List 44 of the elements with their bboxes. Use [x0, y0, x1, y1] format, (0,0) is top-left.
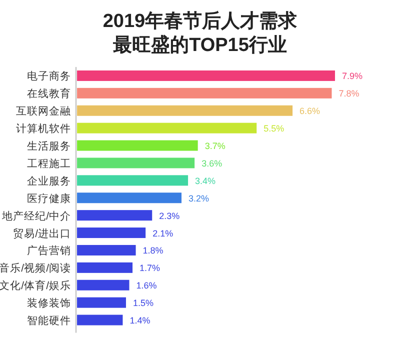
data-label: 1.4%: [130, 316, 150, 326]
data-label: 6.6%: [300, 106, 320, 116]
y-tick-label: 在线教育: [27, 87, 71, 100]
bar: [77, 122, 257, 134]
y-tick-label: 生活服务: [27, 140, 71, 153]
data-label: 3.6%: [202, 158, 222, 168]
bar: [77, 192, 182, 204]
y-tick-label: 地产经纪/中介: [1, 209, 71, 222]
data-label: 2.1%: [152, 228, 174, 238]
data-label: 3.2%: [188, 193, 210, 204]
bar: [77, 210, 152, 221]
data-label: 7.8%: [338, 88, 360, 99]
y-tick-label: 智能硬件: [27, 314, 71, 328]
bar: [77, 70, 335, 81]
data-label: 2.3%: [159, 210, 180, 221]
data-label: 1.6%: [136, 280, 157, 291]
bar: [77, 158, 195, 168]
y-tick-label: 装修装饰: [27, 296, 71, 310]
y-tick-label: 计算机软件: [16, 122, 71, 136]
y-tick-label: 工程施工: [27, 156, 71, 170]
bar: [77, 140, 198, 151]
y-tick-label: 医疗健康: [27, 192, 71, 205]
bar: [77, 244, 136, 256]
y-tick-label: 电子商务: [27, 70, 71, 83]
data-label: 1.7%: [140, 263, 160, 274]
bar: [77, 297, 126, 308]
data-label: 1.8%: [142, 246, 164, 256]
y-tick-label: 企业服务: [27, 174, 71, 188]
bar: [77, 228, 146, 238]
y-tick-label: 互联网金融: [16, 106, 71, 118]
bar: [77, 105, 293, 116]
data-label: 3.7%: [204, 141, 226, 152]
bar: [77, 280, 130, 290]
data-label: 3.4%: [195, 176, 216, 186]
bar: [77, 314, 123, 326]
y-tick-label: 贸易/进出口: [13, 226, 71, 240]
data-label: 5.5%: [264, 124, 284, 134]
data-label: 1.5%: [132, 298, 154, 308]
bar: [77, 88, 332, 98]
data-label: 7.9%: [342, 71, 363, 82]
bar: [77, 175, 188, 186]
y-tick-label: 广告营销: [27, 244, 71, 258]
chart-title: 2019年春节后人才需求最旺盛的TOP15行业: [102, 10, 298, 56]
bar: [77, 262, 133, 273]
